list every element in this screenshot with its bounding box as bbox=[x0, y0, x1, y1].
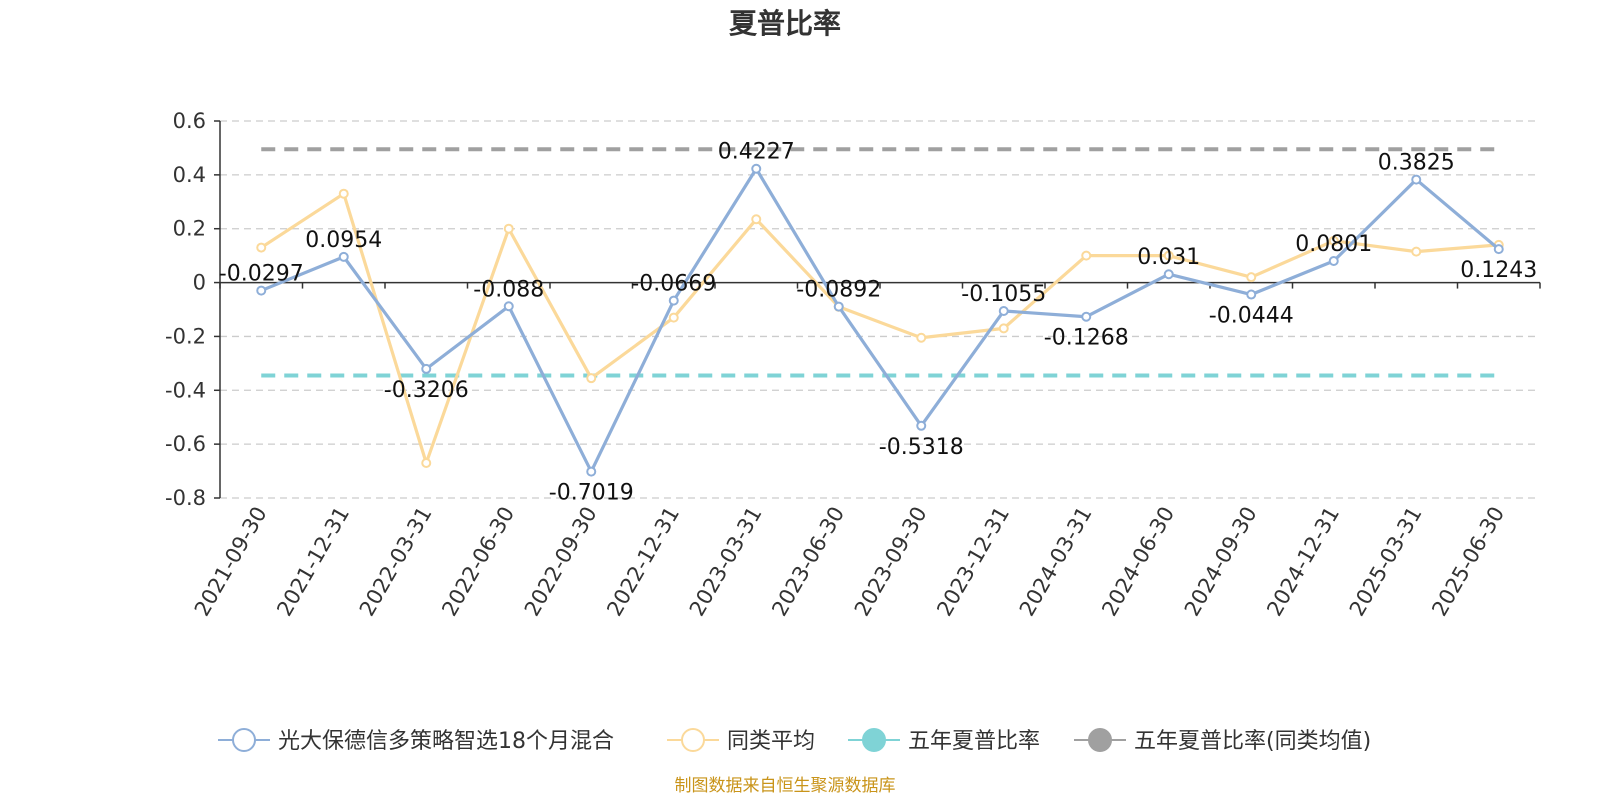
series-2-point bbox=[1328, 235, 1339, 246]
data-label: -0.0892 bbox=[796, 278, 881, 303]
series-lines bbox=[256, 163, 1504, 477]
legend-marker-4 bbox=[1088, 728, 1112, 752]
data-label: -0.5318 bbox=[879, 435, 964, 460]
x-tick-label: 2024-09-30 bbox=[1180, 503, 1262, 621]
y-tick-label: 0 bbox=[193, 271, 206, 295]
data-label: 0.4227 bbox=[718, 140, 795, 165]
legend-label-2: 同类平均 bbox=[727, 729, 815, 754]
y-tick-label: -0.8 bbox=[165, 486, 206, 510]
x-tick-label: 2023-12-31 bbox=[932, 503, 1014, 621]
legend-marker-2 bbox=[681, 728, 705, 752]
x-tick-label: 2023-03-31 bbox=[685, 503, 767, 621]
series-1-point bbox=[998, 305, 1009, 316]
y-tick-label: 0.6 bbox=[173, 109, 206, 133]
series-2-point bbox=[916, 332, 927, 343]
y-tick-label: -0.4 bbox=[165, 378, 206, 402]
x-tick-label: 2024-03-31 bbox=[1015, 503, 1097, 621]
data-label: -0.0444 bbox=[1209, 304, 1294, 329]
series-1-point bbox=[668, 295, 679, 306]
series-1-point bbox=[1081, 311, 1092, 322]
data-label: -0.7019 bbox=[549, 481, 634, 506]
x-tick-label: 2021-09-30 bbox=[190, 503, 272, 621]
x-tick-label: 2022-03-31 bbox=[355, 503, 437, 621]
series-2-point bbox=[421, 457, 432, 468]
grid-lines bbox=[220, 120, 1540, 499]
series-2-point bbox=[338, 188, 349, 199]
series-1-point bbox=[1328, 256, 1339, 267]
data-label: -0.1055 bbox=[961, 282, 1046, 307]
series-2-point bbox=[586, 373, 597, 384]
y-tick-label: -0.2 bbox=[165, 324, 206, 348]
series-1-point bbox=[503, 301, 514, 312]
series-2-point bbox=[998, 323, 1009, 334]
x-tick-label: 2022-12-31 bbox=[602, 503, 684, 621]
chart-title: 夏普比率 bbox=[729, 7, 841, 40]
series-1-point bbox=[916, 420, 927, 431]
y-tick-label: 0.2 bbox=[173, 217, 206, 241]
data-label: 0.0954 bbox=[305, 228, 382, 253]
data-label: 0.1243 bbox=[1460, 258, 1537, 283]
x-tick-label: 2022-06-30 bbox=[437, 503, 519, 621]
x-tick-label: 2024-12-31 bbox=[1262, 503, 1344, 621]
series-1-point bbox=[338, 251, 349, 262]
series-1-point bbox=[1493, 244, 1504, 255]
x-tick-label: 2025-06-30 bbox=[1427, 503, 1509, 621]
legend-label-1: 光大保德信多策略智选18个月混合 bbox=[278, 729, 614, 754]
x-tick-label: 2024-06-30 bbox=[1097, 503, 1179, 621]
data-source-note: 制图数据来自恒生聚源数据库 bbox=[675, 776, 896, 796]
data-label: 0.031 bbox=[1137, 245, 1200, 270]
series-2-point bbox=[751, 214, 762, 225]
series-1-point bbox=[586, 466, 597, 477]
x-tick-label: 2023-06-30 bbox=[767, 503, 849, 621]
legend-marker-1 bbox=[232, 728, 256, 752]
y-tick-label: -0.6 bbox=[165, 432, 206, 456]
series-2-point bbox=[1081, 250, 1092, 261]
y-tick-label: 0.4 bbox=[173, 163, 206, 187]
series-2-point bbox=[503, 223, 514, 234]
series-1-point bbox=[833, 301, 844, 312]
data-label: -0.3206 bbox=[384, 378, 469, 403]
data-label: 0.3825 bbox=[1378, 151, 1455, 176]
data-label: -0.0669 bbox=[631, 272, 716, 297]
series-2-point bbox=[668, 312, 679, 323]
series-line-2 bbox=[260, 192, 1499, 465]
legend-marker-3 bbox=[862, 728, 886, 752]
data-label: -0.088 bbox=[473, 277, 544, 302]
series-2-point bbox=[1163, 250, 1174, 261]
reference-lines bbox=[261, 147, 1499, 378]
series-1-point bbox=[751, 163, 762, 174]
data-label: -0.0297 bbox=[219, 262, 304, 287]
series-2-point bbox=[1411, 246, 1422, 257]
x-tick-label: 2023-09-30 bbox=[850, 503, 932, 621]
series-line-1 bbox=[260, 167, 1500, 474]
series-1-point bbox=[1163, 269, 1174, 280]
legend-label-3: 五年夏普比率 bbox=[908, 729, 1040, 754]
legend-label-4: 五年夏普比率(同类均值) bbox=[1134, 729, 1371, 754]
data-label: -0.1268 bbox=[1044, 326, 1129, 351]
series-2-point bbox=[256, 242, 267, 253]
x-tick-label: 2021-12-31 bbox=[272, 503, 354, 621]
x-tick-label: 2022-09-30 bbox=[520, 503, 602, 621]
data-label: 0.0801 bbox=[1295, 232, 1372, 257]
series-1-point bbox=[1411, 174, 1422, 185]
x-tick-label: 2025-03-31 bbox=[1345, 503, 1427, 621]
series-2-point bbox=[1246, 272, 1257, 283]
legend: 光大保德信多策略智选18个月混合 同类平均 五年夏普比率 五年夏普比率(同类均值) bbox=[218, 728, 1371, 754]
series-1-point bbox=[1246, 289, 1257, 300]
series-1-point bbox=[421, 363, 432, 374]
series-1-point bbox=[256, 285, 267, 296]
